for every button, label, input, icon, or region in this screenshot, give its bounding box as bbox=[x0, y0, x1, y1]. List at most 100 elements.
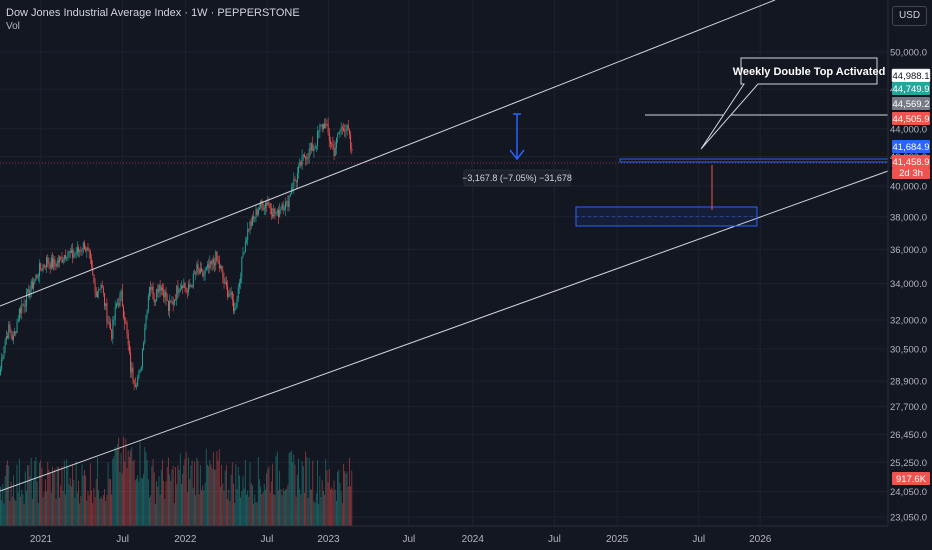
candle-body bbox=[72, 249, 74, 258]
candle-body bbox=[27, 289, 29, 293]
candle-body bbox=[21, 305, 23, 314]
candle-body bbox=[315, 145, 317, 148]
candle-body bbox=[89, 251, 91, 259]
candle-body bbox=[1, 359, 3, 369]
volume-bar bbox=[46, 491, 47, 526]
volume-bar bbox=[28, 465, 30, 526]
candle-body bbox=[24, 305, 26, 307]
volume-indicator-label[interactable]: Vol bbox=[6, 21, 20, 32]
volume-bar bbox=[238, 475, 240, 526]
candle-body bbox=[146, 309, 148, 315]
volume-bar bbox=[217, 460, 219, 526]
volume-bar bbox=[341, 503, 343, 526]
candle-body bbox=[74, 253, 76, 256]
candle-body bbox=[285, 202, 287, 210]
candle-body bbox=[301, 155, 303, 166]
volume-bar bbox=[85, 475, 87, 526]
candle-body bbox=[220, 266, 221, 269]
symbol-title[interactable]: Dow Jones Industrial Average Index · 1W … bbox=[6, 7, 300, 19]
volume-bar bbox=[169, 474, 171, 526]
volume-bar bbox=[165, 481, 167, 526]
candle-body bbox=[10, 330, 12, 336]
volume-bar bbox=[348, 458, 350, 526]
candle-body bbox=[318, 131, 320, 133]
volume-bar bbox=[143, 474, 144, 526]
volume-bar bbox=[104, 488, 105, 526]
price-label-gray: 44,569.2 bbox=[892, 97, 930, 110]
volume-bar bbox=[201, 490, 202, 526]
candle-body bbox=[18, 308, 20, 320]
volume-bar bbox=[167, 457, 169, 526]
candle-body bbox=[104, 293, 106, 307]
candle-body bbox=[341, 127, 343, 129]
volume-bar bbox=[138, 481, 140, 526]
candle-body bbox=[140, 366, 142, 371]
volume-bar bbox=[73, 479, 75, 526]
volume-bar bbox=[47, 461, 49, 526]
candle-body bbox=[214, 262, 216, 266]
volume-bar bbox=[267, 468, 269, 526]
candle-body bbox=[95, 291, 97, 297]
candle-body bbox=[314, 147, 316, 149]
volume-bar bbox=[132, 461, 134, 526]
volume-bar bbox=[14, 498, 16, 526]
candle-body bbox=[240, 277, 242, 283]
candle-body bbox=[238, 282, 240, 288]
x-tick-label: Jul bbox=[261, 534, 274, 545]
volume-bar bbox=[86, 500, 88, 526]
candle-body bbox=[244, 242, 246, 253]
volume-bar bbox=[145, 452, 147, 526]
volume-bar bbox=[18, 458, 20, 526]
candle-body bbox=[230, 291, 232, 295]
candle-body bbox=[255, 209, 257, 219]
volume-bar bbox=[153, 472, 155, 526]
volume-bar bbox=[237, 467, 239, 526]
volume-bar bbox=[164, 499, 166, 526]
volume-bar bbox=[146, 460, 148, 526]
candle-body bbox=[78, 247, 80, 252]
candle-body bbox=[144, 328, 146, 344]
volume-bar bbox=[326, 470, 328, 526]
volume-bar bbox=[248, 496, 250, 526]
candle-body bbox=[190, 285, 192, 287]
volume-bar bbox=[192, 487, 194, 526]
volume-bar bbox=[204, 483, 206, 526]
volume-bar bbox=[56, 466, 58, 526]
candle-body bbox=[182, 285, 184, 289]
candle-body bbox=[343, 128, 345, 131]
volume-bar bbox=[97, 457, 98, 526]
volume-bar bbox=[229, 500, 231, 526]
volume-bar bbox=[115, 450, 117, 526]
volume-bar bbox=[345, 473, 347, 526]
volume-bar bbox=[231, 462, 233, 526]
candle-body bbox=[128, 344, 130, 353]
candle-body bbox=[333, 146, 335, 156]
candle-body bbox=[92, 266, 94, 275]
price-label-box bbox=[892, 155, 930, 168]
currency-button[interactable]: USD bbox=[892, 6, 927, 26]
price-label-text: 2d 3h bbox=[899, 168, 923, 179]
candle-body bbox=[280, 209, 282, 211]
candle-body bbox=[119, 294, 121, 306]
volume-bar bbox=[351, 470, 353, 526]
volume-bar bbox=[263, 483, 265, 526]
volume-bar bbox=[182, 474, 184, 526]
candle-body bbox=[5, 336, 7, 341]
volume-bar bbox=[72, 464, 74, 526]
volume-bar bbox=[207, 464, 208, 526]
volume-bar bbox=[278, 490, 279, 526]
candle-body bbox=[99, 289, 101, 290]
volume-bar bbox=[105, 501, 107, 526]
volume-bar bbox=[88, 495, 90, 526]
candle-body bbox=[163, 290, 165, 298]
price-label-box bbox=[892, 140, 930, 153]
candle-body bbox=[73, 255, 75, 258]
volume-bar bbox=[65, 494, 66, 526]
volume-bar bbox=[39, 462, 40, 526]
volume-bar bbox=[241, 491, 243, 526]
candle-body bbox=[159, 284, 161, 291]
y-tick-label: 44,000.0 bbox=[890, 124, 927, 135]
candle-body bbox=[130, 352, 132, 373]
candle-body bbox=[233, 300, 234, 312]
